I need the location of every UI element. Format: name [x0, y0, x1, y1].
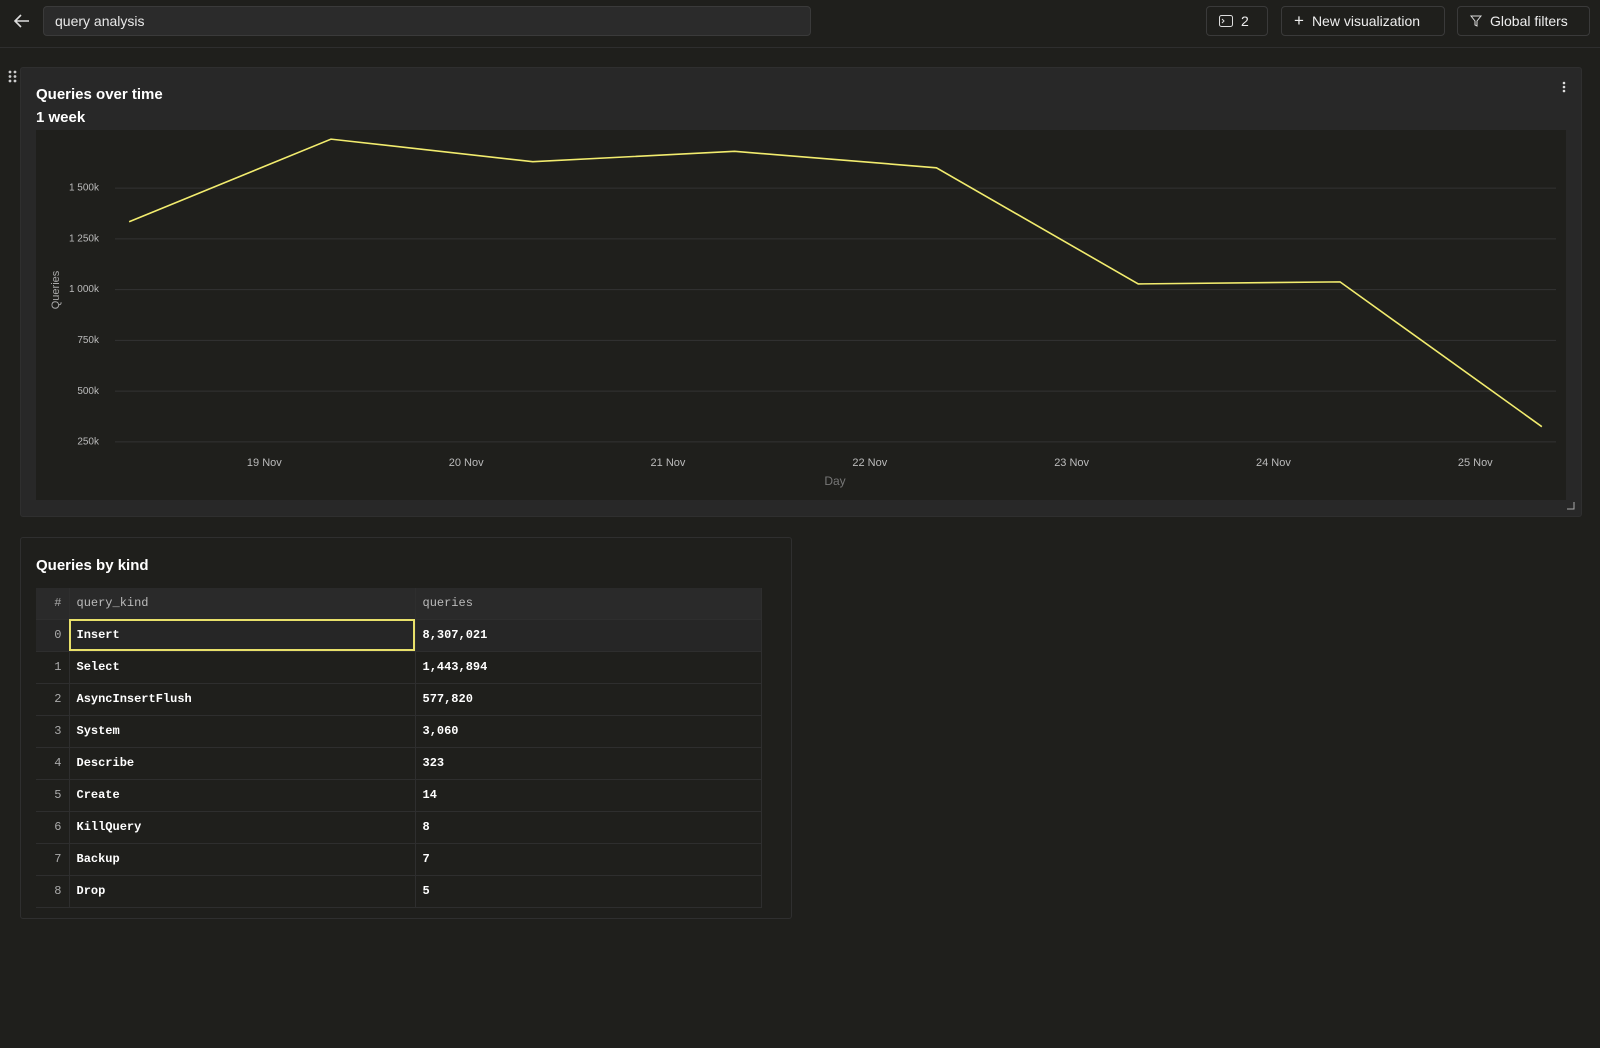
table-row: 6 KillQuery 8 [36, 811, 762, 844]
table-cell[interactable]: Select [69, 651, 416, 684]
table-cell[interactable]: 577,820 [415, 683, 762, 716]
global-filters-button[interactable]: Global filters [1457, 6, 1590, 36]
column-header: queries [415, 588, 762, 620]
panel-title: Queries over time [36, 86, 163, 103]
table-cell[interactable]: Insert [69, 619, 416, 652]
data-table: # query_kind queries 0 Insert 8,307,021 1 Sele… [36, 588, 762, 908]
table-row: 8 Drop 5 [36, 875, 762, 908]
table-row: 4 Describe 323 [36, 747, 762, 780]
table-cell[interactable]: 7 [415, 843, 762, 876]
table-cell[interactable]: Create [69, 779, 416, 812]
panel-subtitle: 1 week [36, 109, 86, 126]
x-tick-label: 25 Nov [1458, 457, 1493, 469]
table-cell[interactable]: System [69, 715, 416, 748]
new-visualization-button[interactable]: + New visualization [1281, 6, 1445, 36]
table-cell[interactable]: Backup [69, 843, 416, 876]
line-chart: Queries Day 250k 500k 750k 1 000k 1 250k 1 50… [36, 130, 1566, 500]
table-cell[interactable]: 323 [415, 747, 762, 780]
table-cell[interactable]: 8 [415, 811, 762, 844]
filter-icon [1470, 15, 1482, 27]
row-index: 7 [36, 843, 70, 876]
count: 2 [1241, 13, 1249, 29]
column-header: # [36, 588, 70, 620]
row-index: 3 [36, 715, 70, 748]
table-cell[interactable]: 3,060 [415, 715, 762, 748]
table-cell[interactable]: 14 [415, 779, 762, 812]
back-button[interactable] [12, 12, 32, 30]
x-tick-label: 24 Nov [1256, 457, 1291, 469]
count-button[interactable]: 2 [1206, 6, 1268, 36]
y-tick-label: 1 000k [69, 284, 100, 295]
panel-menu[interactable] [1561, 80, 1567, 94]
table-row: 5 Create 14 [36, 779, 762, 812]
table-row: 7 Backup 7 [36, 843, 762, 876]
table-cell[interactable]: 8,307,021 [415, 619, 762, 652]
row-index: 2 [36, 683, 70, 716]
search-input[interactable]: query analysis [43, 6, 811, 36]
y-tick-label: 750k [77, 335, 100, 346]
resize-handle[interactable] [1567, 502, 1575, 510]
drag-handle[interactable] [8, 70, 18, 84]
table-row: 2 AsyncInsertFlush 577,820 [36, 683, 762, 716]
row-index: 6 [36, 811, 70, 844]
row-index: 8 [36, 875, 70, 908]
table-row: 1 Select 1,443,894 [36, 651, 762, 684]
table-cell[interactable]: Drop [69, 875, 416, 908]
y-tick-label: 500k [77, 386, 100, 397]
table-cell[interactable]: AsyncInsertFlush [69, 683, 416, 716]
column-header: query_kind [69, 588, 416, 620]
y-tick-label: 1 500k [69, 183, 100, 194]
line [128, 138, 1543, 428]
row-index: 1 [36, 651, 70, 684]
table-cell[interactable]: 1,443,894 [415, 651, 762, 684]
x-tick-label: 20 Nov [449, 457, 484, 469]
x-tick-label: 22 Nov [852, 457, 887, 469]
row-index: 5 [36, 779, 70, 812]
table-row: 0 Insert 8,307,021 [36, 619, 762, 652]
header-row: # query_kind queries [36, 588, 762, 620]
header-divider [0, 47, 1600, 48]
row-index: 4 [36, 747, 70, 780]
y-axis-label: Queries [50, 270, 62, 309]
table-cell[interactable]: Describe [69, 747, 416, 780]
button-label: New visualization [1311, 13, 1421, 29]
button-label: Global filters [1490, 13, 1568, 29]
table-cell[interactable]: 5 [415, 875, 762, 908]
y-tick-label: 1 250k [69, 233, 100, 244]
x-axis-label: Day [824, 474, 845, 488]
table-panel: Queries by kind # query_kind queries 0 Inse… [20, 537, 792, 919]
table-row: 3 System 3,060 [36, 715, 762, 748]
panel-title: Queries by kind [36, 557, 149, 574]
y-tick-label: 250k [77, 437, 100, 448]
terminal-icon [1219, 15, 1233, 27]
table-cell[interactable]: KillQuery [69, 811, 416, 844]
x-tick-label: 21 Nov [651, 457, 686, 469]
x-tick-label: 19 Nov [247, 457, 282, 469]
plus-icon: + [1294, 11, 1304, 30]
row-index: 0 [36, 619, 70, 652]
x-tick-label: 23 Nov [1054, 457, 1089, 469]
